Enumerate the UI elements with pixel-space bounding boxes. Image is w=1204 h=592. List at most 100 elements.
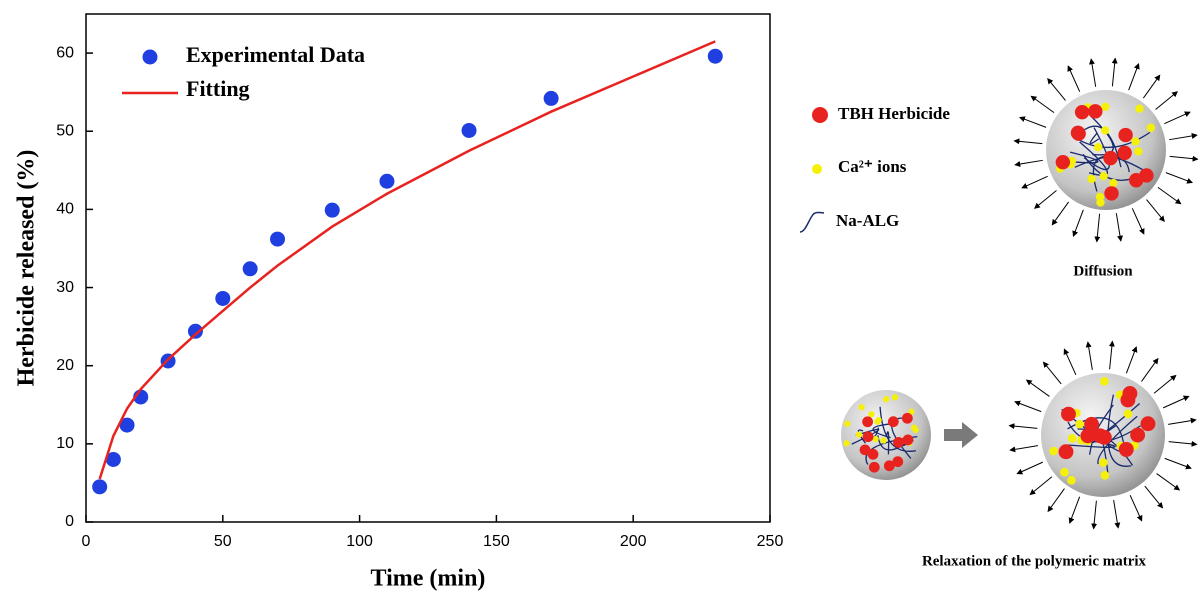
ca-ion <box>872 435 879 443</box>
data-point <box>187 323 203 339</box>
arrow <box>1091 500 1098 530</box>
polymer-chain <box>1097 415 1138 465</box>
arrow <box>1047 488 1065 513</box>
arrow <box>1141 357 1159 382</box>
herbicide <box>859 444 871 456</box>
ca-ion <box>1131 137 1140 146</box>
ca-ion <box>1060 467 1069 477</box>
arrow <box>1016 461 1044 475</box>
arrow <box>1034 190 1057 209</box>
x-tick-label: 50 <box>214 533 232 550</box>
polymer-chain <box>1107 394 1132 467</box>
ca-ion <box>1067 475 1076 485</box>
polymer-chain <box>879 406 917 452</box>
herbicide <box>862 416 874 428</box>
ca-ion <box>844 420 851 427</box>
x-tick-label: 200 <box>620 533 647 550</box>
x-tick-label: 150 <box>483 533 510 550</box>
arrow <box>1072 209 1084 237</box>
herbicide <box>1074 104 1090 120</box>
herbicide <box>1088 104 1103 119</box>
data-point <box>105 451 121 467</box>
ca-ion <box>1099 377 1109 386</box>
arrow <box>1146 199 1165 222</box>
herbicide <box>1103 150 1118 166</box>
arrow <box>1169 133 1198 141</box>
herbicide <box>1118 127 1133 143</box>
arrow <box>1047 78 1066 101</box>
polymer-chain <box>872 422 894 439</box>
ca-ion <box>868 411 875 418</box>
ca-ion <box>875 416 882 424</box>
polymer-chain <box>1074 131 1151 148</box>
arrow <box>1051 201 1070 226</box>
arrow <box>1042 361 1062 385</box>
arrow <box>1085 341 1093 370</box>
arrow <box>1168 417 1197 425</box>
polymer-chain <box>1089 114 1114 156</box>
y-tick-label: 40 <box>56 201 74 218</box>
ca-ion <box>880 437 887 444</box>
herbicide <box>1129 173 1144 188</box>
herbicide <box>901 412 913 424</box>
data-point <box>543 90 559 106</box>
herbicide <box>893 437 904 448</box>
arrow <box>1164 457 1192 470</box>
arrow <box>1162 395 1190 409</box>
herbicide <box>1055 154 1071 170</box>
herbicide <box>1058 444 1074 460</box>
arrow <box>1089 58 1097 87</box>
ca-ion <box>1099 458 1108 467</box>
y-tick-label: 10 <box>56 435 74 452</box>
legend-dot <box>812 164 822 174</box>
diagram-label: Relaxation of the polymeric matrix <box>922 553 1147 569</box>
y-tick-label: 30 <box>56 279 74 296</box>
herbicide <box>1096 429 1112 445</box>
arrow <box>1144 485 1164 509</box>
ca-ion <box>1135 104 1144 113</box>
x-tick-label: 100 <box>346 533 373 550</box>
arrow <box>1128 63 1140 91</box>
chart: 0 50 100 150 200 250 0 10 20 30 40 50 60 Experimental… <box>56 40 783 550</box>
polymer-chain <box>1089 132 1100 145</box>
arrow <box>1021 175 1048 189</box>
herbicide <box>868 461 880 473</box>
ca-ion <box>1134 147 1143 156</box>
arrow <box>1111 57 1118 87</box>
herbicide <box>1130 427 1146 443</box>
herbicide <box>883 460 895 472</box>
ca-ion <box>855 431 863 438</box>
legend-label: Fitting <box>186 76 250 101</box>
x-axis-title: Time (min) <box>371 566 486 592</box>
herbicide <box>867 448 879 460</box>
arrow <box>1155 91 1178 110</box>
data-point <box>707 48 723 64</box>
ca-ion <box>1067 433 1077 443</box>
herbicide <box>1140 416 1156 432</box>
ca-ion <box>1099 171 1108 181</box>
diagram-legend: TBH Herbicide <box>838 104 950 123</box>
herbicide <box>1117 145 1132 161</box>
ca-ion <box>1146 123 1156 132</box>
diagram-legend: Na-ALG <box>836 211 899 230</box>
legend-swatch <box>142 49 158 65</box>
ca-ion <box>908 408 915 415</box>
data-point <box>215 290 231 306</box>
x-tick-label: 0 <box>82 533 91 550</box>
arrow <box>1030 95 1055 114</box>
data-point <box>270 231 286 247</box>
legend-line <box>799 211 825 233</box>
arrow <box>1063 348 1077 376</box>
ca-ion <box>1049 446 1059 456</box>
arrow <box>1169 155 1199 162</box>
arrow <box>1165 172 1193 184</box>
ca-ion <box>1087 174 1096 184</box>
herbicide <box>902 434 914 446</box>
ca-ion <box>882 396 890 403</box>
ca-ion <box>1101 102 1110 111</box>
arrow <box>1153 374 1177 394</box>
data-point <box>92 479 108 495</box>
arrow <box>1125 346 1138 374</box>
plot-frame <box>85 13 771 523</box>
